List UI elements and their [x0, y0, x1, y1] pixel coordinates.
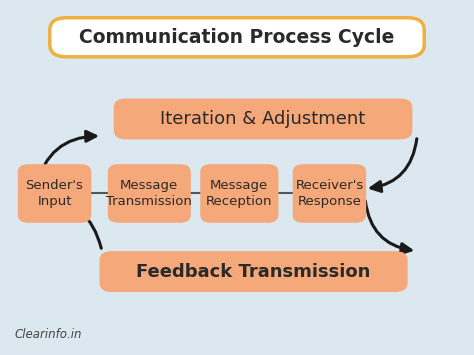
Text: Clearinfo.in: Clearinfo.in: [14, 328, 82, 341]
FancyBboxPatch shape: [18, 164, 91, 223]
Text: Message
Transmission: Message Transmission: [106, 179, 192, 208]
FancyBboxPatch shape: [292, 164, 366, 223]
Text: Feedback Transmission: Feedback Transmission: [137, 263, 371, 280]
Text: Sender's
Input: Sender's Input: [26, 179, 83, 208]
Text: Message
Reception: Message Reception: [206, 179, 273, 208]
FancyBboxPatch shape: [200, 164, 279, 223]
FancyBboxPatch shape: [114, 98, 412, 139]
Text: Iteration & Adjustment: Iteration & Adjustment: [160, 110, 366, 128]
Text: Communication Process Cycle: Communication Process Cycle: [79, 28, 395, 47]
Text: Receiver's
Response: Receiver's Response: [295, 179, 364, 208]
FancyBboxPatch shape: [108, 164, 191, 223]
FancyBboxPatch shape: [100, 251, 408, 292]
FancyBboxPatch shape: [50, 18, 424, 57]
